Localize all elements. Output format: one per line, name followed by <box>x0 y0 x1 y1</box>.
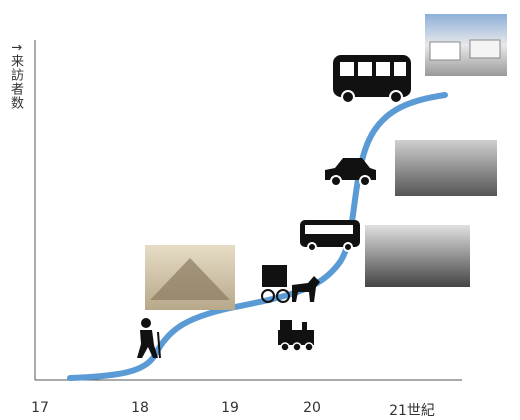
photo-detail <box>429 41 461 61</box>
x-label: 21世紀 <box>389 403 435 419</box>
train-chimney <box>302 322 307 331</box>
y-axis-label: ↑来訪者数 <box>8 42 23 110</box>
car-wheel <box>330 175 342 187</box>
train-wheel <box>280 342 290 352</box>
bus-window <box>340 62 354 76</box>
icon-carriage <box>262 265 287 287</box>
photo-crowd <box>365 225 470 287</box>
icon-horse <box>292 276 320 302</box>
bus-wheel <box>343 242 353 252</box>
bus-window <box>376 62 390 76</box>
bus-window <box>394 62 406 76</box>
x-label: 18 <box>131 400 149 416</box>
x-label: 19 <box>221 400 239 416</box>
x-label: 17 <box>31 400 49 416</box>
bus-wheel <box>341 90 355 104</box>
icon-train <box>278 330 314 345</box>
bus-window <box>305 225 353 234</box>
painting-mountain <box>150 258 230 300</box>
icon-car <box>325 158 376 180</box>
train-wheel <box>304 342 314 352</box>
carriage-wheel <box>276 289 290 303</box>
hiker-body <box>137 330 158 358</box>
carriage-wheel <box>261 289 275 303</box>
hiker-stick <box>157 331 161 359</box>
photo-parking <box>395 140 497 196</box>
bus-wheel <box>307 242 317 252</box>
photo-detail <box>469 39 501 59</box>
car-wheel <box>359 175 371 187</box>
train-cab <box>280 320 292 332</box>
x-label: 20 <box>303 400 321 416</box>
train-wheel <box>292 342 302 352</box>
bus-window <box>358 62 372 76</box>
bus-wheel <box>389 90 403 104</box>
icon-hiker <box>141 318 151 328</box>
